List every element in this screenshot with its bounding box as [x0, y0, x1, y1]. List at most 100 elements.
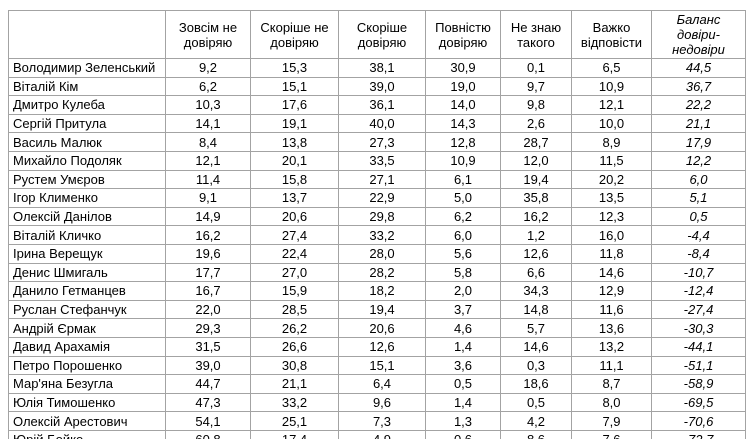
value-cell: 9,7 [500, 76, 572, 97]
value-cell: 19,6 [165, 243, 251, 264]
value-cell: 39,0 [165, 355, 251, 376]
value-cell: 13,5 [571, 188, 652, 208]
value-cell: 19,0 [425, 76, 501, 97]
value-cell: 27,3 [338, 132, 426, 152]
value-cell: 5,7 [500, 318, 572, 338]
value-cell: 11,5 [571, 150, 652, 171]
value-cell: 5,6 [425, 243, 501, 264]
value-cell: 28,5 [250, 299, 339, 320]
value-cell: 5,8 [425, 262, 501, 283]
value-cell: 36,1 [338, 95, 426, 115]
value-cell: 15,1 [338, 355, 426, 376]
balance-cell: 44,5 [651, 58, 746, 78]
person-name-cell: Данило Гетманцев [8, 281, 166, 301]
value-cell: 2,6 [500, 113, 572, 134]
value-cell: 21,1 [250, 374, 339, 394]
value-cell: 15,8 [250, 169, 339, 190]
table-row: Василь Малюк 8,4 13,8 27,3 12,8 28,7 8,9 17,9 [8, 132, 746, 152]
value-cell: 1,4 [425, 392, 501, 413]
table-row: Дмитро Кулеба 10,3 17,6 36,1 14,0 9,8 12,1 22,2 [8, 95, 746, 115]
person-name-cell: Володимир Зеленський [8, 58, 166, 78]
value-cell: 0,3 [500, 355, 572, 376]
value-cell: 18,6 [500, 374, 572, 394]
value-cell: 13,7 [250, 188, 339, 208]
table-row: Віталій Кім 6,2 15,1 39,0 19,0 9,7 10,9 36,7 [8, 76, 746, 97]
value-cell: 10,9 [571, 76, 652, 97]
person-name-cell: Руслан Стефанчук [8, 299, 166, 320]
value-cell: 7,3 [338, 411, 426, 431]
value-cell: 10,0 [571, 113, 652, 134]
value-cell: 33,5 [338, 150, 426, 171]
value-cell: 19,4 [500, 169, 572, 190]
value-cell: 13,6 [571, 318, 652, 338]
value-cell: 20,1 [250, 150, 339, 171]
value-cell: 12,0 [500, 150, 572, 171]
table-row: Віталій Кличко 16,2 27,4 33,2 6,0 1,2 16,0 -4,4 [8, 225, 746, 245]
table-row: Мар'яна Безугла 44,7 21,1 6,4 0,5 18,6 8,7 -58,… [8, 374, 746, 394]
value-cell: 31,5 [165, 336, 251, 357]
value-cell: 6,5 [571, 58, 652, 78]
value-cell: 22,9 [338, 188, 426, 208]
value-cell: 1,2 [500, 225, 572, 245]
value-cell: 1,4 [425, 336, 501, 357]
balance-cell: -10,7 [651, 262, 746, 283]
balance-cell: 6,0 [651, 169, 746, 190]
value-cell: 22,4 [250, 243, 339, 264]
value-cell: 60,8 [165, 429, 251, 439]
name-column-header [8, 10, 166, 59]
value-cell: 14,1 [165, 113, 251, 134]
person-name-cell: Сергій Притула [8, 113, 166, 134]
person-name-cell: Ігор Клименко [8, 188, 166, 208]
table-row: Ігор Клименко 9,1 13,7 22,9 5,0 35,8 13,5 5,1 [8, 188, 746, 208]
person-name-cell: Мар'яна Безугла [8, 374, 166, 394]
person-name-cell: Петро Порошенко [8, 355, 166, 376]
value-cell: 6,4 [338, 374, 426, 394]
value-cell: 7,6 [571, 429, 652, 439]
value-cell: 19,1 [250, 113, 339, 134]
value-cell: 6,6 [500, 262, 572, 283]
value-cell: 13,2 [571, 336, 652, 357]
value-cell: 27,1 [338, 169, 426, 190]
value-cell: 17,6 [250, 95, 339, 115]
value-cell: 6,1 [425, 169, 501, 190]
value-cell: 5,0 [425, 188, 501, 208]
value-cell: 12,1 [165, 150, 251, 171]
column-header: Скоріше не довіряю [250, 10, 339, 59]
value-cell: 29,3 [165, 318, 251, 338]
value-cell: 26,6 [250, 336, 339, 357]
value-cell: 4,6 [425, 318, 501, 338]
value-cell: 0,6 [425, 429, 501, 439]
value-cell: 11,4 [165, 169, 251, 190]
value-cell: 33,2 [250, 392, 339, 413]
person-name-cell: Дмитро Кулеба [8, 95, 166, 115]
table-row: Руслан Стефанчук 22,0 28,5 19,4 3,7 14,8 11,6-… [8, 299, 746, 320]
value-cell: 14,3 [425, 113, 501, 134]
value-cell: 9,6 [338, 392, 426, 413]
balance-cell: -27,4 [651, 299, 746, 320]
table-row: Володимир Зеленський 9,2 15,3 38,1 30,9 0,1 6,… [8, 58, 746, 78]
value-cell: 34,3 [500, 281, 572, 301]
table-row: Сергій Притула 14,1 19,1 40,0 14,3 2,6 10,0 21,… [8, 113, 746, 134]
value-cell: 38,1 [338, 58, 426, 78]
trust-ratings-table: Зовсім не довіряю Скоріше не довіряю Скорі… [8, 10, 746, 439]
balance-cell: 5,1 [651, 188, 746, 208]
table-row: Олексій Данілов 14,9 20,6 29,8 6,2 16,2 12,3 0,… [8, 206, 746, 227]
value-cell: 27,0 [250, 262, 339, 283]
person-name-cell: Юрій Бойко [8, 429, 166, 439]
value-cell: 12,1 [571, 95, 652, 115]
value-cell: 16,2 [500, 206, 572, 227]
value-cell: 26,2 [250, 318, 339, 338]
value-cell: 2,0 [425, 281, 501, 301]
person-name-cell: Михайло Подоляк [8, 150, 166, 171]
value-cell: 8,4 [165, 132, 251, 152]
value-cell: 9,2 [165, 58, 251, 78]
value-cell: 30,9 [425, 58, 501, 78]
value-cell: 0,1 [500, 58, 572, 78]
value-cell: 6,2 [165, 76, 251, 97]
person-name-cell: Рустем Умєров [8, 169, 166, 190]
person-name-cell: Віталій Кличко [8, 225, 166, 245]
value-cell: 8,7 [571, 374, 652, 394]
balance-cell: 17,9 [651, 132, 746, 152]
value-cell: 12,6 [338, 336, 426, 357]
value-cell: 4,2 [500, 411, 572, 431]
